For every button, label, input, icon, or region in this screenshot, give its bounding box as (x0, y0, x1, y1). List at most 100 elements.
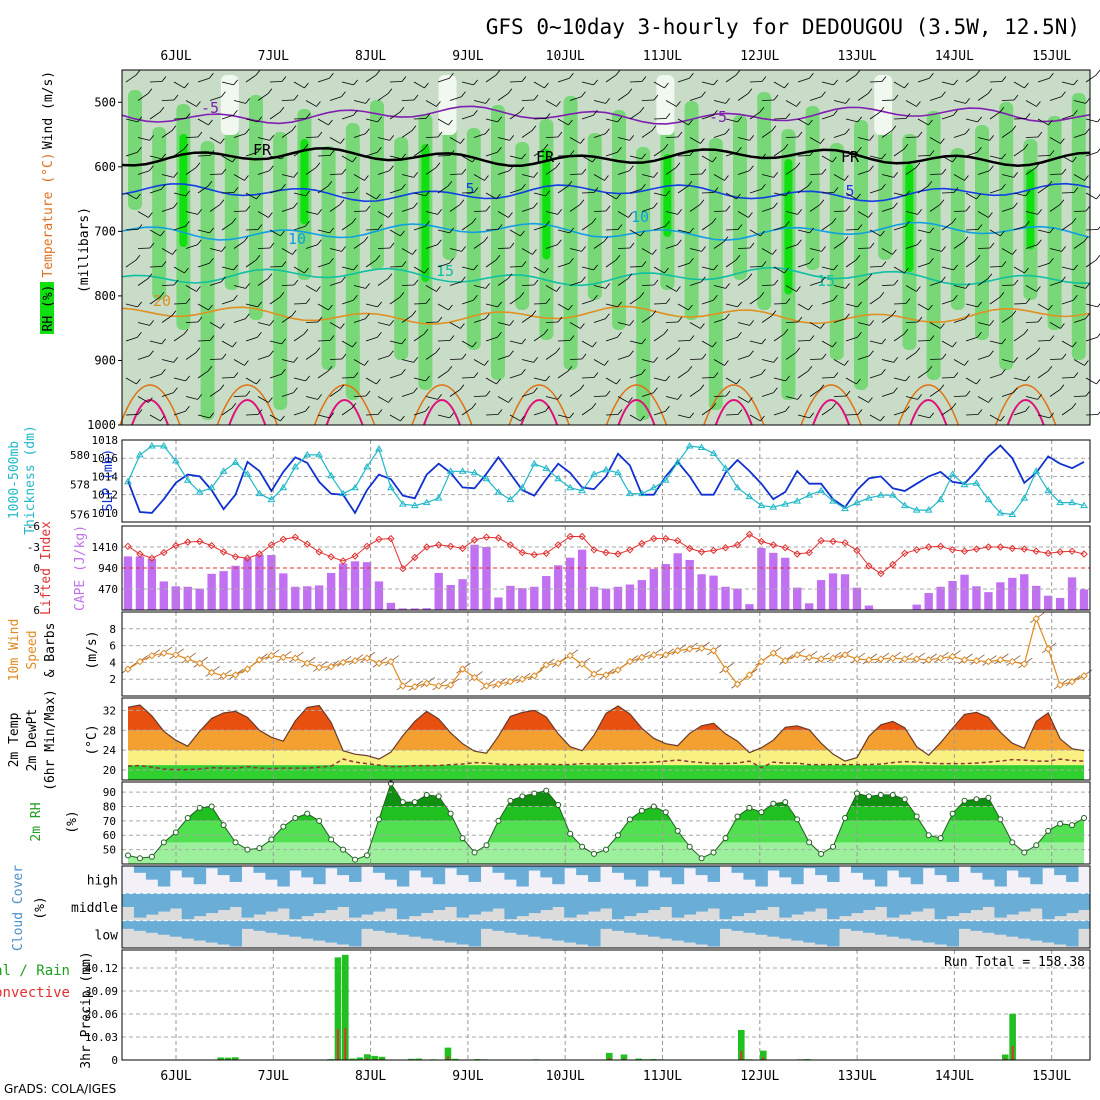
wind-barb-feather (137, 301, 142, 308)
wind10m-unit-label: (m/s) (85, 630, 100, 669)
wind-barb-feather (977, 409, 983, 415)
wind10m-point (351, 657, 359, 665)
cloud-cover-bar (588, 893, 601, 912)
wind-barb (317, 118, 329, 126)
thickness-point (387, 483, 395, 491)
cape-bar (864, 605, 874, 610)
wind-barb (761, 207, 774, 212)
wind-barb (1013, 148, 1025, 157)
wind-barb-feather (591, 217, 597, 224)
thickness-point (207, 483, 216, 491)
wind-barb-feather (833, 264, 838, 271)
wind-barb-feather (353, 79, 358, 86)
rh-moist-patch (542, 149, 551, 260)
cloud-cover-bar (803, 920, 816, 943)
wind10m-point (733, 680, 742, 688)
wind-barb-feather (387, 273, 393, 279)
wind-barb-feather (545, 220, 550, 227)
cloud-cover-bar (528, 866, 541, 871)
wind-barb (461, 222, 473, 231)
wind-barb (185, 244, 198, 249)
thickness-point (853, 498, 861, 506)
cloud-cover-bar (743, 866, 756, 880)
wind-barb-feather (773, 202, 778, 208)
wind-barb (665, 396, 678, 400)
cloud-cover-bar (253, 920, 266, 931)
wind-barb (485, 74, 497, 83)
wind-barb-feather (736, 378, 741, 385)
cloud-cover-bar (647, 893, 661, 911)
wind-barb-feather (389, 320, 394, 326)
wind10m-point (614, 666, 622, 674)
wind-barb-feather (759, 106, 765, 113)
wind-barb (413, 148, 425, 157)
rh2m-tick-label: 90 (103, 786, 116, 799)
date-label-top: 15JUL (1032, 49, 1071, 64)
wind10m-tick-label: 2 (109, 673, 116, 686)
wind-barb-feather (545, 405, 550, 412)
thickness-point (697, 443, 706, 450)
date-label-bottom: 12JUL (740, 1069, 779, 1084)
wind-barb (161, 248, 173, 255)
wind-barb-feather (257, 116, 262, 123)
wind-barb-feather (340, 323, 345, 329)
wind-barb-feather (521, 76, 527, 82)
wind-barb (737, 322, 750, 326)
wind-barb (473, 133, 486, 138)
wind-barb-feather (664, 82, 669, 89)
cloud-cover-bar (635, 920, 649, 935)
wind-barb-feather (255, 254, 261, 261)
wind-barb-feather (557, 239, 562, 245)
wind-barb (917, 77, 930, 83)
wind-barb-feather (137, 116, 142, 123)
wind-barb-feather (388, 212, 393, 218)
precip-bar (334, 957, 342, 1060)
cloud-cover-bar (850, 866, 864, 873)
wind-barb-feather (975, 69, 981, 76)
cloud-cover-bar (1066, 866, 1079, 882)
precip-convective-bar (762, 1057, 765, 1060)
wind-barb (1085, 377, 1097, 385)
thickness-point (482, 474, 491, 482)
wind-barb-feather (809, 150, 815, 156)
wind-barb-feather (293, 94, 299, 101)
wind-barb-feather (341, 246, 346, 252)
rh-dry-patch (220, 75, 239, 135)
rh-fill-patch (1047, 116, 1062, 330)
wind-barb (449, 389, 461, 397)
wind-barb (389, 229, 401, 237)
wind-barb-feather (339, 199, 345, 205)
wind-barb (1001, 174, 1014, 178)
cloud-cover-bar (301, 866, 314, 878)
li-point (650, 534, 658, 543)
wind-barb (545, 285, 557, 292)
wind-barb (785, 352, 797, 360)
wind-barb-feather (1037, 131, 1043, 138)
wind-barb (977, 170, 990, 175)
wind-barb (209, 248, 222, 252)
wind-barb (785, 244, 798, 249)
wind-barb-feather (604, 175, 609, 181)
wind-barb-feather (665, 405, 670, 412)
wind-barb (785, 100, 797, 107)
thickness-point (422, 498, 431, 506)
thickness-point (470, 468, 479, 476)
thickness-point (829, 497, 837, 504)
wind-barb (557, 303, 569, 311)
rh2m-point (686, 843, 693, 850)
wind-barb (605, 151, 618, 157)
wind-barb (1085, 151, 1098, 157)
wind-barb (269, 229, 281, 237)
rh2m-point (949, 810, 956, 817)
rh2m-point (770, 800, 777, 807)
precip-bar (371, 1055, 378, 1060)
cape-bar (255, 555, 264, 610)
wind-barb-feather (461, 353, 467, 360)
wind-barb-feather (352, 156, 357, 163)
wind-barb (221, 266, 234, 271)
wind-barb-feather (713, 187, 719, 193)
wind-barb (953, 100, 966, 104)
rh-fill-patch (152, 127, 167, 300)
li-point (195, 537, 204, 546)
thickness-point (147, 441, 156, 449)
